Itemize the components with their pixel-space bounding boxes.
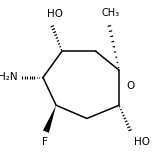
Text: O: O <box>127 81 135 91</box>
Text: HO: HO <box>47 9 63 19</box>
Text: F: F <box>41 137 47 147</box>
Text: HO: HO <box>134 137 150 147</box>
Text: H₂N: H₂N <box>0 73 18 82</box>
Text: CH₃: CH₃ <box>101 8 119 18</box>
Polygon shape <box>43 105 56 133</box>
